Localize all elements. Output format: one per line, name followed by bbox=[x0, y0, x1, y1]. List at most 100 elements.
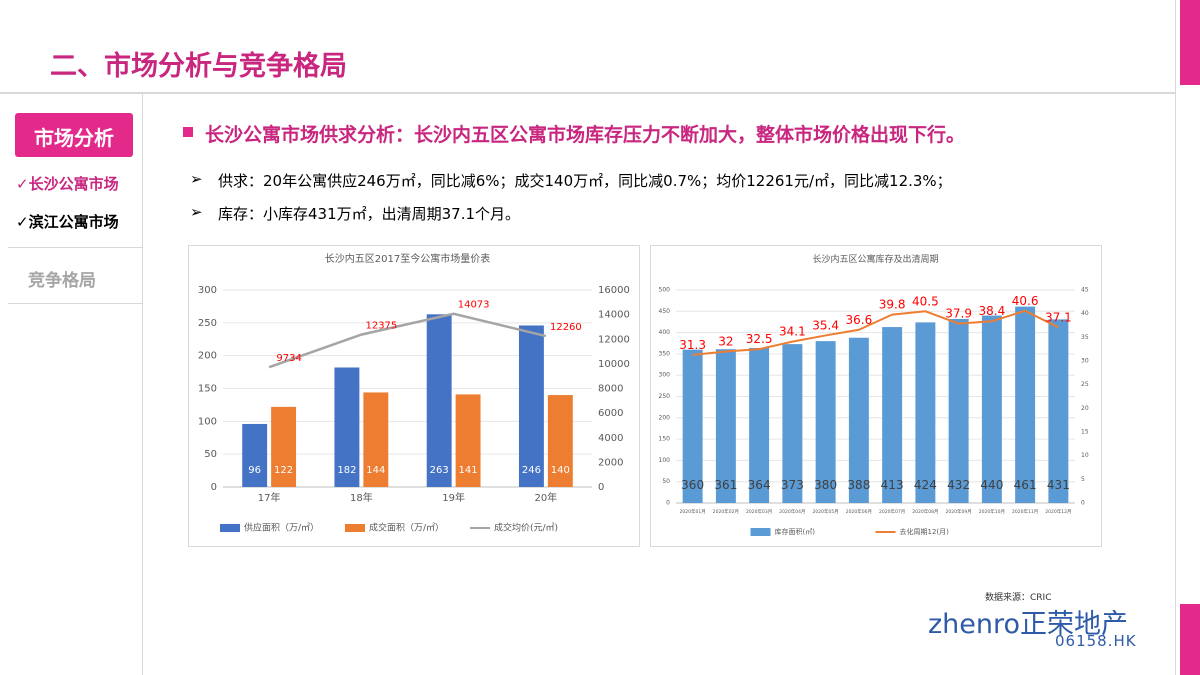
y-tick-label: 200 bbox=[659, 414, 671, 421]
data-label: 440 bbox=[980, 478, 1003, 492]
data-label: 380 bbox=[814, 478, 837, 492]
legend-swatch bbox=[345, 524, 365, 532]
y-tick-label: 250 bbox=[198, 318, 217, 329]
line-series bbox=[692, 309, 1059, 356]
y-tick-label: 150 bbox=[659, 436, 671, 443]
bar bbox=[682, 349, 703, 503]
y-tick-label: 50 bbox=[204, 449, 217, 460]
data-label: 360 bbox=[681, 478, 704, 492]
y-tick-label: 300 bbox=[659, 372, 671, 379]
x-tick-label: 17年 bbox=[258, 491, 281, 504]
y2-tick-label: 0 bbox=[598, 482, 604, 493]
slide-title: 二、市场分析与竞争格局 bbox=[50, 51, 347, 82]
y-tick-label: 0 bbox=[666, 500, 670, 507]
y2-tick-label: 14000 bbox=[598, 310, 630, 321]
y2-tick-label: 15 bbox=[1081, 429, 1089, 436]
x-tick-label: 2020年05月 bbox=[813, 508, 839, 515]
data-label: 182 bbox=[337, 465, 356, 476]
x-tick-label: 2020年06月 bbox=[846, 508, 872, 515]
x-tick-label: 19年 bbox=[442, 491, 465, 504]
y2-tick-label: 10 bbox=[1081, 452, 1089, 459]
nav-item-active[interactable]: 市场分析 bbox=[15, 113, 133, 157]
nav-subitem[interactable]: ✓长沙公寓市场 bbox=[16, 175, 119, 193]
y2-tick-label: 45 bbox=[1081, 287, 1089, 294]
bullet-text: 库存：小库存431万㎡，出清周期37.1个月。 bbox=[218, 205, 521, 223]
nav-item[interactable]: 竞争格局 bbox=[28, 271, 96, 291]
y2-tick-label: 12000 bbox=[598, 334, 630, 345]
y-tick-label: 200 bbox=[198, 351, 217, 362]
y2-tick-label: 8000 bbox=[598, 384, 623, 395]
y-tick-label: 450 bbox=[659, 308, 671, 315]
bar bbox=[242, 423, 268, 487]
bar bbox=[749, 347, 770, 503]
y-tick-label: 150 bbox=[198, 384, 217, 395]
bar bbox=[782, 344, 803, 503]
bar bbox=[547, 395, 573, 487]
y2-tick-label: 25 bbox=[1081, 381, 1089, 388]
bullet-square bbox=[183, 127, 193, 137]
data-label: 141 bbox=[459, 465, 478, 476]
y2-tick-label: 30 bbox=[1081, 358, 1089, 365]
y-tick-label: 50 bbox=[662, 478, 670, 485]
legend-label: 去化周期12(月) bbox=[900, 527, 950, 536]
data-label: 413 bbox=[881, 478, 904, 492]
x-tick-label: 18年 bbox=[350, 491, 373, 504]
y-tick-label: 500 bbox=[659, 287, 671, 294]
data-label: 96 bbox=[248, 465, 261, 476]
line-label: 32.5 bbox=[746, 332, 773, 346]
bar bbox=[334, 367, 360, 487]
y-tick-label: 400 bbox=[659, 329, 671, 336]
line-label: 40.6 bbox=[1012, 294, 1039, 308]
divider bbox=[1175, 0, 1176, 675]
stock-code: 06158.HK bbox=[1055, 632, 1137, 650]
line-label: 37.1 bbox=[1045, 310, 1072, 324]
line-series bbox=[268, 312, 547, 369]
x-tick-label: 2020年04月 bbox=[779, 508, 805, 515]
bar bbox=[848, 337, 869, 503]
line-label: 36.6 bbox=[846, 313, 873, 327]
line-label: 9734 bbox=[276, 353, 301, 364]
y2-tick-label: 10000 bbox=[598, 359, 630, 370]
data-label: 122 bbox=[274, 465, 293, 476]
x-tick-label: 2020年09月 bbox=[946, 508, 972, 515]
legend-label: 成交面积（万/㎡） bbox=[369, 522, 444, 534]
line-label: 12260 bbox=[550, 322, 582, 333]
data-label: 140 bbox=[551, 465, 570, 476]
x-tick-label: 2020年01月 bbox=[680, 508, 706, 515]
line-label: 35.4 bbox=[812, 318, 839, 332]
nav-subitem[interactable]: ✓滨江公寓市场 bbox=[16, 213, 119, 231]
bar bbox=[882, 327, 903, 503]
y2-tick-label: 6000 bbox=[598, 408, 623, 419]
legend-swatch bbox=[220, 524, 240, 532]
y-tick-label: 0 bbox=[211, 482, 217, 493]
y-tick-label: 100 bbox=[198, 416, 217, 427]
y-tick-label: 350 bbox=[659, 350, 671, 357]
data-label: 263 bbox=[430, 465, 449, 476]
divider bbox=[0, 92, 1175, 94]
logo: zhenro正荣地产 bbox=[928, 609, 1129, 640]
y-tick-label: 250 bbox=[659, 393, 671, 400]
x-tick-label: 2020年11月 bbox=[1012, 508, 1038, 515]
data-label: 424 bbox=[914, 478, 937, 492]
x-tick-label: 2020年12月 bbox=[1045, 508, 1071, 515]
x-tick-label: 2020年02月 bbox=[713, 508, 739, 515]
legend-label: 库存面积(㎡) bbox=[775, 527, 816, 536]
accent-bar bbox=[1180, 604, 1200, 675]
x-tick-label: 2020年07月 bbox=[879, 508, 905, 515]
bar bbox=[1048, 319, 1069, 503]
y-tick-label: 300 bbox=[198, 285, 217, 296]
y2-tick-label: 16000 bbox=[598, 285, 630, 296]
x-tick-label: 2020年08月 bbox=[912, 508, 938, 515]
y-tick-label: 100 bbox=[659, 457, 671, 464]
bar bbox=[815, 341, 836, 503]
bar bbox=[948, 318, 969, 503]
data-label: 432 bbox=[947, 478, 970, 492]
bar bbox=[455, 394, 481, 487]
bar bbox=[715, 349, 736, 503]
legend-swatch bbox=[750, 528, 771, 536]
line-label: 37.9 bbox=[945, 307, 972, 321]
data-label: 388 bbox=[847, 478, 870, 492]
bullet-arrow: ➢ bbox=[190, 170, 203, 188]
line-label: 34.1 bbox=[779, 325, 806, 339]
